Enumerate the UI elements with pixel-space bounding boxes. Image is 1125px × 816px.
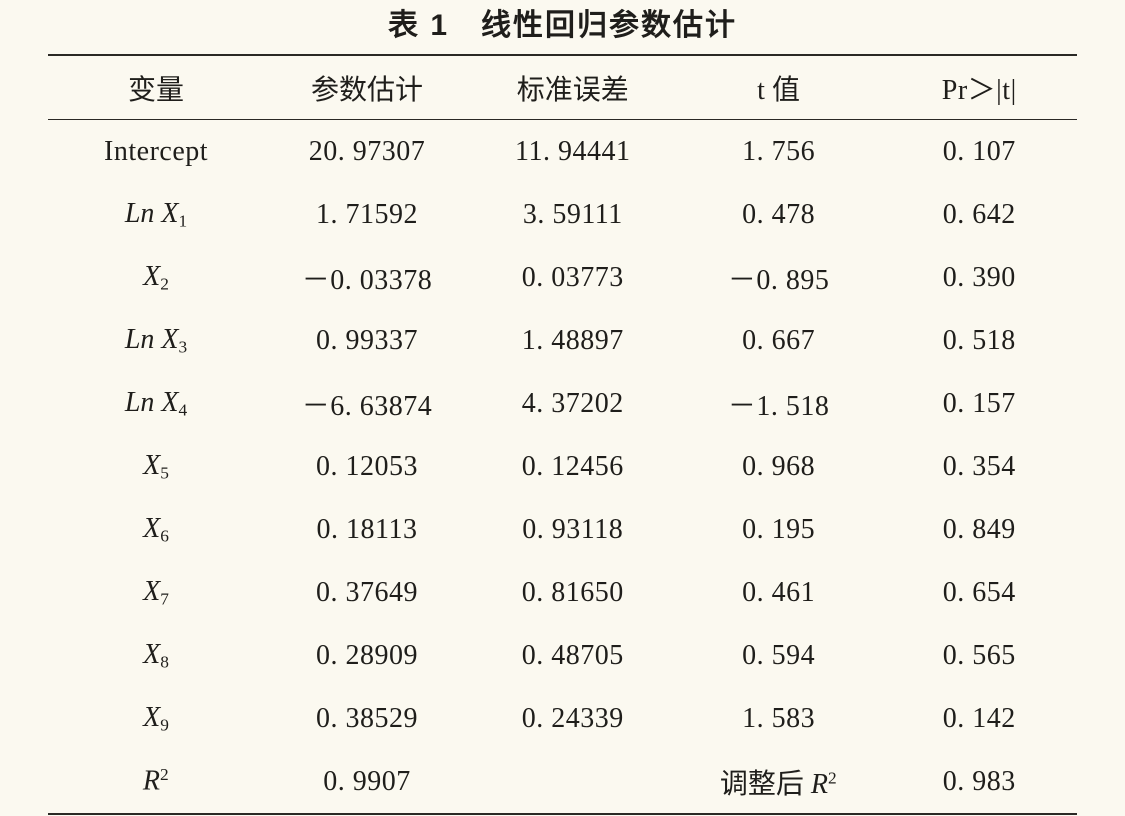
cell-r2-label: R2: [48, 750, 264, 814]
table-row: X6 0. 18113 0. 93118 0. 195 0. 849: [48, 498, 1077, 561]
cell-tvalue: 0. 461: [676, 561, 882, 624]
cell-estimate: 0. 28909: [264, 624, 470, 687]
cell-stderr: 1. 48897: [470, 309, 676, 372]
cell-tvalue: 0. 667: [676, 309, 882, 372]
table-row: Ln X1 1. 71592 3. 59111 0. 478 0. 642: [48, 183, 1077, 246]
cell-estimate: 0. 37649: [264, 561, 470, 624]
cell-variable: X7: [48, 561, 264, 624]
cell-stderr: 0. 24339: [470, 687, 676, 750]
table-row: X7 0. 37649 0. 81650 0. 461 0. 654: [48, 561, 1077, 624]
col-header-pvalue: Pr＞|t|: [881, 55, 1077, 120]
cell-tvalue: －0. 895: [676, 246, 882, 309]
col-header-variable: 变量: [48, 55, 264, 120]
cell-stderr: 0. 93118: [470, 498, 676, 561]
table-footer-row: R2 0. 9907 调整后 R2 0. 983: [48, 750, 1077, 814]
table-row: Ln X3 0. 99337 1. 48897 0. 667 0. 518: [48, 309, 1077, 372]
table-row: X8 0. 28909 0. 48705 0. 594 0. 565: [48, 624, 1077, 687]
cell-pvalue: 0. 390: [881, 246, 1077, 309]
cell-estimate: 0. 18113: [264, 498, 470, 561]
table-row: Ln X4 －6. 63874 4. 37202 －1. 518 0. 157: [48, 372, 1077, 435]
cell-stderr: 11. 94441: [470, 120, 676, 184]
cell-tvalue: 0. 594: [676, 624, 882, 687]
col-header-estimate: 参数估计: [264, 55, 470, 120]
cell-pvalue: 0. 107: [881, 120, 1077, 184]
cell-estimate: －6. 63874: [264, 372, 470, 435]
cell-estimate: 20. 97307: [264, 120, 470, 184]
col-header-stderr: 标准误差: [470, 55, 676, 120]
cell-pvalue: 0. 565: [881, 624, 1077, 687]
cell-stderr: 0. 12456: [470, 435, 676, 498]
cell-variable: Ln X3: [48, 309, 264, 372]
cell-adj-r2-value: 0. 983: [881, 750, 1077, 814]
col-header-tvalue: t 值: [676, 55, 882, 120]
cell-estimate: 0. 99337: [264, 309, 470, 372]
cell-variable: X8: [48, 624, 264, 687]
table-row: X2 －0. 03378 0. 03773 －0. 895 0. 390: [48, 246, 1077, 309]
cell-stderr: 0. 48705: [470, 624, 676, 687]
cell-adj-r2-label: 调整后 R2: [676, 750, 882, 814]
cell-estimate: 1. 71592: [264, 183, 470, 246]
table-row: X9 0. 38529 0. 24339 1. 583 0. 142: [48, 687, 1077, 750]
cell-tvalue: 0. 968: [676, 435, 882, 498]
cell-pvalue: 0. 157: [881, 372, 1077, 435]
cell-pvalue: 0. 354: [881, 435, 1077, 498]
table-title: 表 1 线性回归参数估计: [48, 0, 1077, 44]
cell-stderr: 4. 37202: [470, 372, 676, 435]
cell-pvalue: 0. 849: [881, 498, 1077, 561]
table-row: Intercept 20. 97307 11. 94441 1. 756 0. …: [48, 120, 1077, 184]
cell-stderr: 0. 03773: [470, 246, 676, 309]
cell-estimate: 0. 38529: [264, 687, 470, 750]
cell-variable: X5: [48, 435, 264, 498]
cell-variable: X2: [48, 246, 264, 309]
cell-stderr: 3. 59111: [470, 183, 676, 246]
cell-pvalue: 0. 642: [881, 183, 1077, 246]
cell-r2-value: 0. 9907: [264, 750, 470, 814]
cell-variable: X9: [48, 687, 264, 750]
table-row: X5 0. 12053 0. 12456 0. 968 0. 354: [48, 435, 1077, 498]
cell-pvalue: 0. 142: [881, 687, 1077, 750]
cell-estimate: 0. 12053: [264, 435, 470, 498]
table-header-row: 变量 参数估计 标准误差 t 值 Pr＞|t|: [48, 55, 1077, 120]
cell-variable: X6: [48, 498, 264, 561]
cell-tvalue: 0. 195: [676, 498, 882, 561]
regression-table: 变量 参数估计 标准误差 t 值 Pr＞|t| Intercept 20. 97…: [48, 54, 1077, 815]
cell-tvalue: 0. 478: [676, 183, 882, 246]
cell-variable: Ln X4: [48, 372, 264, 435]
cell-variable: Intercept: [48, 120, 264, 184]
cell-tvalue: 1. 583: [676, 687, 882, 750]
cell-variable: Ln X1: [48, 183, 264, 246]
cell-pvalue: 0. 518: [881, 309, 1077, 372]
cell-empty: [470, 750, 676, 814]
cell-tvalue: 1. 756: [676, 120, 882, 184]
cell-stderr: 0. 81650: [470, 561, 676, 624]
cell-pvalue: 0. 654: [881, 561, 1077, 624]
cell-estimate: －0. 03378: [264, 246, 470, 309]
cell-tvalue: －1. 518: [676, 372, 882, 435]
